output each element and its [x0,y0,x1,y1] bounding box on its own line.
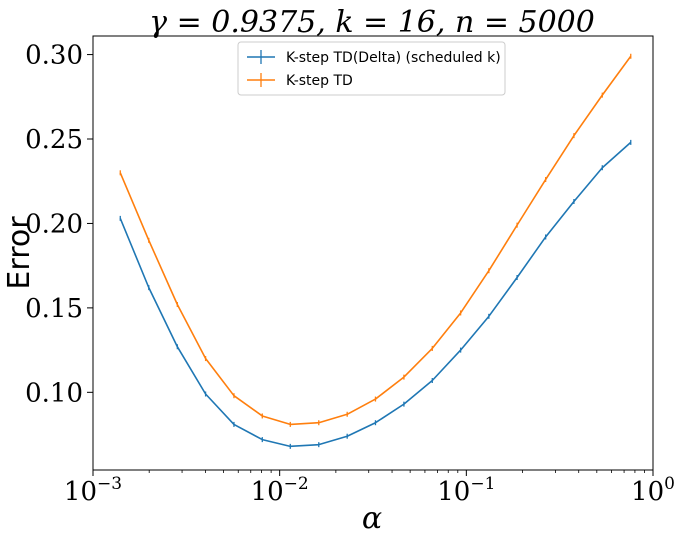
y-axis: 0.10 0.15 0.20 0.25 0.30 [25,41,93,408]
y-axis-label: Error [2,216,37,290]
x-tick-label: 10−1 [437,474,495,507]
x-tick-label: 10−3 [64,474,122,507]
series-layer [119,53,632,449]
y-tick-label: 0.25 [25,125,83,155]
chart-title: γ = 0.9375, k = 16, n = 5000 [149,5,595,40]
plot-frame [92,35,654,471]
series-line-2 [119,55,632,426]
plot-area [92,35,654,471]
legend-entry-label: K-step TD(Delta) (scheduled k) [286,50,501,66]
y-tick-label: 0.15 [25,294,83,324]
legend-entry-label: K-step TD [286,73,353,89]
y-tick-label: 0.20 [25,209,83,239]
legend-box [237,41,506,96]
legend: K-step TD(Delta) (scheduled k) K-step TD [237,41,506,96]
x-axis-label: α [362,501,382,536]
y-tick-label: 0.30 [25,41,83,71]
x-tick-label: 100 [631,474,674,507]
x-tick-label: 10−2 [251,474,309,507]
y-tick-label: 0.10 [25,378,83,408]
x-axis: 10−3 10−2 10−1 100 [64,470,674,507]
